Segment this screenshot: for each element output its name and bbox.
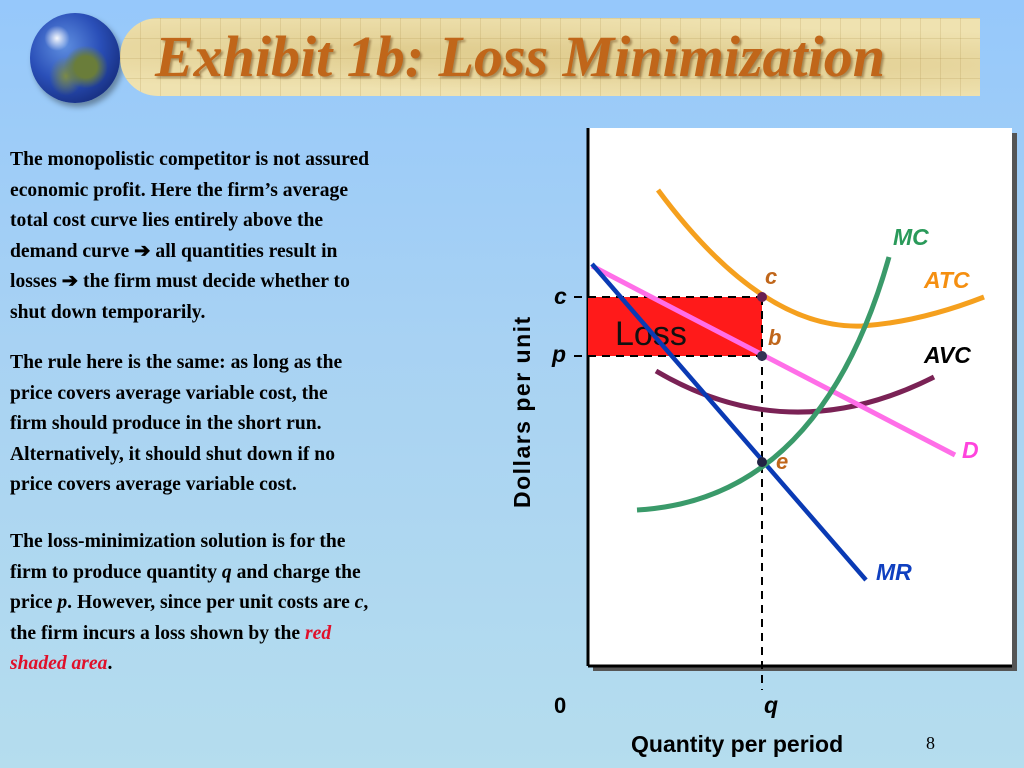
y-axis-title: Dollars per unit — [509, 315, 535, 508]
slide-number: 8 — [926, 733, 935, 753]
text-line: total cost curve lies entirely above the — [10, 210, 324, 231]
text-line: losses ➔ the firm must decide whether to — [10, 271, 350, 292]
text-line: The rule here is the same: as long as th… — [10, 352, 343, 373]
avc-label: AVC — [923, 342, 971, 368]
mr-label: MR — [876, 559, 912, 585]
atc-curve — [655, 188, 985, 329]
text-line: price covers average variable cost, the — [10, 382, 328, 404]
c-tick-label: c — [554, 283, 567, 309]
plot-area — [588, 128, 1012, 666]
origin-label: 0 — [554, 693, 566, 718]
right-arrow-icon: ➔ — [61, 271, 79, 292]
p-tick-label: p — [551, 341, 566, 367]
paragraph-shutdown-rule: The rule here is the same: as long as th… — [10, 348, 342, 501]
mc-label: MC — [893, 224, 929, 250]
text-line: shaded area. — [10, 653, 113, 674]
point-b-label: b — [768, 325, 781, 350]
mc-curve — [636, 256, 892, 513]
point-e-label: e — [776, 449, 788, 474]
text-line: The monopolistic competitor is not assur… — [10, 149, 370, 170]
demand-label: D — [962, 437, 979, 463]
text-line: price covers average variable cost. — [10, 474, 297, 495]
text-line: economic profit. Here the firm’s average — [10, 179, 349, 201]
text-line: The loss-minimization solution is for th… — [10, 531, 346, 552]
text-line: firm to produce quantity q and charge th… — [10, 561, 361, 583]
globe-icon — [30, 13, 120, 103]
paragraph-loss-minimization: The loss-minimization solution is for th… — [10, 527, 368, 680]
point-e-dot — [757, 457, 767, 467]
mr-curve — [590, 262, 868, 582]
paragraph-profit-not-assured: The monopolistic competitor is not assur… — [10, 145, 369, 328]
page-title: Exhibit 1b: Loss Minimization — [155, 24, 886, 89]
text-line: price p. However, since per unit costs a… — [10, 592, 369, 613]
x-axis-title: Quantity per period — [631, 731, 843, 757]
text-line: the firm incurs a loss shown by the red — [10, 622, 332, 644]
title-banner — [120, 18, 980, 96]
right-arrow-icon: ➔ — [134, 240, 151, 262]
avc-curve — [654, 368, 936, 415]
atc-label: ATC — [923, 267, 970, 293]
q-tick-label: q — [764, 692, 778, 718]
text-line: demand curve ➔ all quantities result in — [10, 240, 338, 262]
text-line: firm should produce in the short run. — [10, 413, 322, 434]
point-c-dot — [757, 292, 767, 302]
text-line: Alternatively, it should shut down if no — [10, 443, 335, 465]
text-line: shut down temporarily. — [10, 301, 206, 323]
point-c-label: c — [765, 264, 777, 289]
demand-curve — [590, 263, 957, 458]
point-b-dot — [757, 351, 767, 361]
